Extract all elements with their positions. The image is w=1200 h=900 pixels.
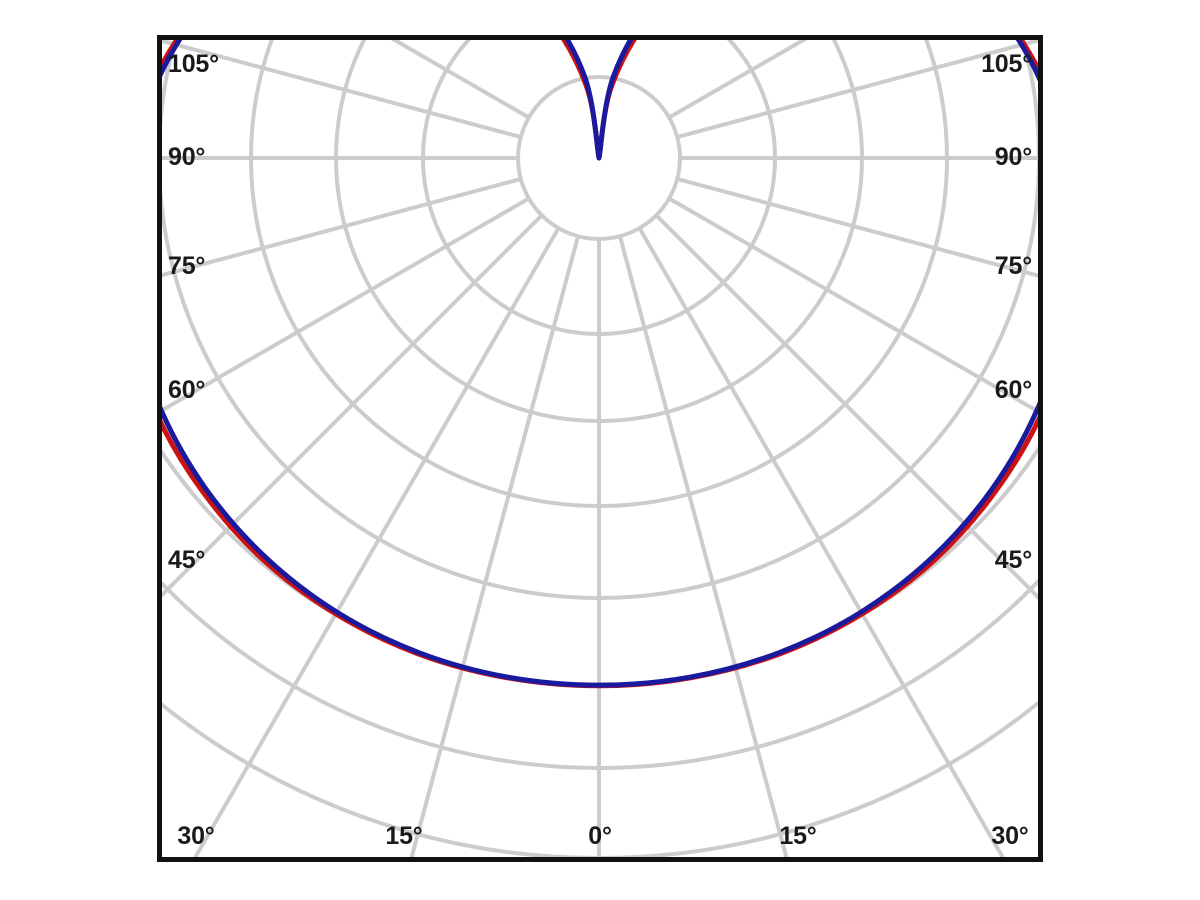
left-angle-label-4: 45°: [168, 546, 206, 574]
right-angle-label-2: 75°: [994, 252, 1032, 280]
left-angle-label-2: 75°: [168, 252, 206, 280]
left-angle-label-3: 60°: [168, 376, 206, 404]
right-angle-label-4: 45°: [994, 546, 1032, 574]
bottom-angle-label-4: 30°: [991, 822, 1029, 850]
bottom-angle-label-2: 0°: [588, 822, 612, 850]
chart-frame: [157, 35, 1043, 862]
bottom-angle-label-1: 15°: [385, 822, 423, 850]
left-angle-label-0: 105°: [168, 50, 219, 78]
right-angle-label-1: 90°: [994, 143, 1032, 171]
right-angle-label-0: 105°: [981, 50, 1032, 78]
right-angle-label-3: 60°: [994, 376, 1032, 404]
bottom-angle-label-3: 15°: [779, 822, 817, 850]
bottom-angle-label-0: 30°: [177, 822, 215, 850]
left-angle-label-1: 90°: [168, 143, 206, 171]
